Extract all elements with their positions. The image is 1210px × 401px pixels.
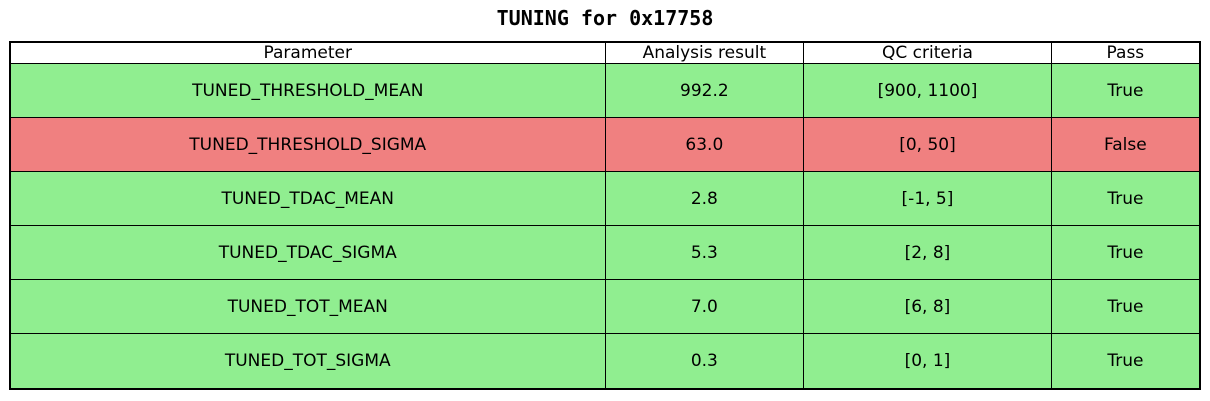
cell-pass: True <box>1050 171 1201 227</box>
cell-analysis-result: 5.3 <box>604 225 805 281</box>
table-row: TUNED_TOT_SIGMA 0.3 [0, 1] True <box>9 333 1201 390</box>
table-row: TUNED_TDAC_SIGMA 5.3 [2, 8] True <box>9 225 1201 281</box>
table-row: TUNED_TDAC_MEAN 2.8 [-1, 5] True <box>9 171 1201 227</box>
table-row: TUNED_THRESHOLD_SIGMA 63.0 [0, 50] False <box>9 117 1201 173</box>
cell-pass: False <box>1050 117 1201 173</box>
cell-pass: True <box>1050 279 1201 335</box>
cell-pass: True <box>1050 333 1201 390</box>
cell-qc-criteria: [0, 1] <box>803 333 1052 390</box>
cell-pass: True <box>1050 62 1201 119</box>
cell-parameter: TUNED_THRESHOLD_SIGMA <box>9 117 606 173</box>
cell-analysis-result: 992.2 <box>604 62 805 119</box>
table-row: TUNED_THRESHOLD_MEAN 992.2 [900, 1100] T… <box>9 62 1201 119</box>
cell-qc-criteria: [6, 8] <box>803 279 1052 335</box>
cell-parameter: TUNED_TOT_SIGMA <box>9 333 606 390</box>
col-header-parameter: Parameter <box>9 41 606 64</box>
cell-qc-criteria: [0, 50] <box>803 117 1052 173</box>
col-header-qc-criteria: QC criteria <box>803 41 1052 64</box>
col-header-analysis-result: Analysis result <box>604 41 805 64</box>
qc-table: Parameter Analysis result QC criteria Pa… <box>9 41 1201 390</box>
cell-qc-criteria: [900, 1100] <box>803 62 1052 119</box>
cell-pass: True <box>1050 225 1201 281</box>
cell-qc-criteria: [2, 8] <box>803 225 1052 281</box>
cell-parameter: TUNED_TOT_MEAN <box>9 279 606 335</box>
cell-parameter: TUNED_THRESHOLD_MEAN <box>9 62 606 119</box>
cell-analysis-result: 63.0 <box>604 117 805 173</box>
figure-title: TUNING for 0x17758 <box>496 6 714 30</box>
table-row: TUNED_TOT_MEAN 7.0 [6, 8] True <box>9 279 1201 335</box>
cell-parameter: TUNED_TDAC_MEAN <box>9 171 606 227</box>
header-row: Parameter Analysis result QC criteria Pa… <box>9 41 1201 64</box>
cell-analysis-result: 7.0 <box>604 279 805 335</box>
cell-qc-criteria: [-1, 5] <box>803 171 1052 227</box>
cell-parameter: TUNED_TDAC_SIGMA <box>9 225 606 281</box>
col-header-pass: Pass <box>1050 41 1201 64</box>
cell-analysis-result: 0.3 <box>604 333 805 390</box>
cell-analysis-result: 2.8 <box>604 171 805 227</box>
